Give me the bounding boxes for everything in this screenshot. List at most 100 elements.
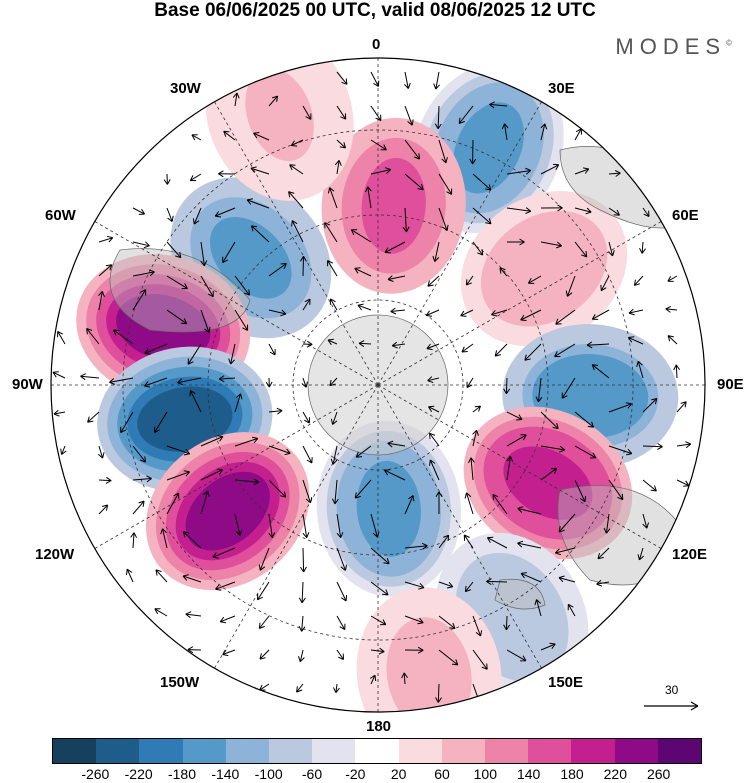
wind-vector-head: [182, 574, 189, 581]
wind-vector: [336, 105, 347, 120]
colorbar-tick-label: 60: [434, 766, 450, 782]
meridian-line: [377, 384, 662, 549]
wind-vector-head: [228, 358, 235, 365]
wind-vector-head: [265, 381, 273, 388]
wind-vector-head: [486, 536, 494, 543]
wind-vector-head: [250, 166, 257, 173]
wind-vector-head: [298, 625, 306, 632]
wind-vector: [600, 275, 610, 291]
wind-vector: [126, 568, 134, 583]
wind-vector: [132, 289, 147, 311]
wind-vector: [370, 547, 390, 565]
wind-vector-head: [154, 608, 161, 615]
wind-vector-head: [466, 381, 473, 388]
wind-vector-head: [185, 611, 192, 619]
wind-vector-head: [535, 396, 543, 403]
wind-vector-head: [340, 113, 347, 120]
wind-vector-head: [232, 92, 240, 99]
wind-vector-head: [390, 307, 397, 315]
wind-vector: [367, 186, 372, 209]
wind-vector: [608, 403, 632, 413]
anomaly-field: [51, 58, 705, 712]
wind-vector-head: [556, 241, 563, 249]
wind-vector-head: [57, 330, 64, 338]
anomaly-contour: [361, 157, 426, 254]
wind-vector-head: [305, 496, 313, 504]
colorbar-tick-label: 140: [516, 766, 541, 782]
wind-vector: [554, 343, 576, 358]
wind-vector: [370, 169, 391, 175]
wind-vector: [234, 309, 249, 331]
wind-vector: [472, 615, 482, 637]
wind-vector-head: [383, 558, 390, 565]
wind-vector: [404, 105, 413, 126]
wind-vector: [336, 513, 342, 538]
wind-vector-head: [140, 289, 147, 296]
wind-vector-head: [155, 569, 162, 576]
map-boundary: [50, 57, 706, 713]
lat-lon-grid: [51, 58, 705, 712]
wind-vector-head: [491, 310, 498, 317]
wind-vector-head: [80, 373, 87, 381]
wind-vector: [113, 329, 134, 345]
colorbar-ticks: -260 -220 -180 -140 -100 -60 -20 20 60 100 140 180 2…: [52, 766, 702, 783]
wind-vector-head: [250, 225, 258, 232]
wind-vector: [332, 445, 338, 465]
wind-vector-head: [339, 623, 346, 631]
wind-vector-head: [299, 256, 307, 262]
wind-vector: [438, 139, 447, 164]
wind-vector-head: [53, 409, 60, 417]
wind-vector-head: [503, 388, 511, 395]
wind-vector: [182, 531, 202, 549]
anomaly-contour: [475, 572, 549, 662]
wind-vector-head: [384, 167, 392, 174]
lon-label-30w: 30W: [170, 80, 201, 97]
lon-label-30e: 30E: [548, 80, 575, 97]
wind-vector-head: [685, 441, 692, 449]
wind-vector-head: [465, 279, 472, 286]
wind-vector-head: [109, 378, 116, 385]
wind-vector-head: [408, 495, 415, 502]
wind-vector: [222, 649, 236, 655]
wind-vector: [426, 309, 440, 316]
lon-label-90w: 90W: [12, 376, 43, 393]
colorbar-segment: [614, 739, 658, 763]
wind-vector: [336, 649, 344, 660]
wind-vector: [506, 649, 527, 662]
colorbar-segment: [53, 739, 97, 763]
wind-vector: [505, 615, 508, 630]
wind-vector-head: [86, 328, 93, 335]
wind-vector: [234, 479, 259, 483]
wind-vector: [466, 492, 474, 515]
wind-vector-head: [633, 279, 641, 286]
wind-vector: [520, 309, 542, 321]
wind-vector: [98, 237, 113, 243]
wind-vector-head: [596, 579, 603, 587]
wind-vector: [268, 445, 291, 454]
wind-vector: [98, 479, 112, 482]
wind-vector: [506, 456, 511, 481]
wind-vector-head: [559, 445, 566, 453]
wind-vector-head: [421, 542, 428, 550]
wind-vector: [357, 304, 372, 311]
wind-vector: [288, 191, 304, 209]
wind-vector-head: [575, 128, 582, 135]
wind-vector-head: [328, 187, 335, 194]
wind-vector: [587, 343, 610, 346]
wind-vector: [628, 309, 644, 314]
lon-label-0: 0: [372, 36, 381, 53]
wind-vector: [540, 445, 565, 451]
wind-vector: [132, 207, 145, 215]
wind-vector-head: [269, 349, 276, 356]
wind-vector-head: [517, 540, 524, 548]
wind-vector-head: [144, 348, 151, 355]
wind-vector: [258, 615, 270, 629]
wind-vector: [524, 343, 542, 361]
wind-vector: [222, 241, 236, 263]
wind-vector-head: [435, 697, 442, 703]
wind-vector-head: [304, 298, 311, 305]
wind-vector: [177, 377, 202, 384]
wind-vector: [166, 207, 173, 222]
wind-vector-head: [628, 336, 635, 343]
